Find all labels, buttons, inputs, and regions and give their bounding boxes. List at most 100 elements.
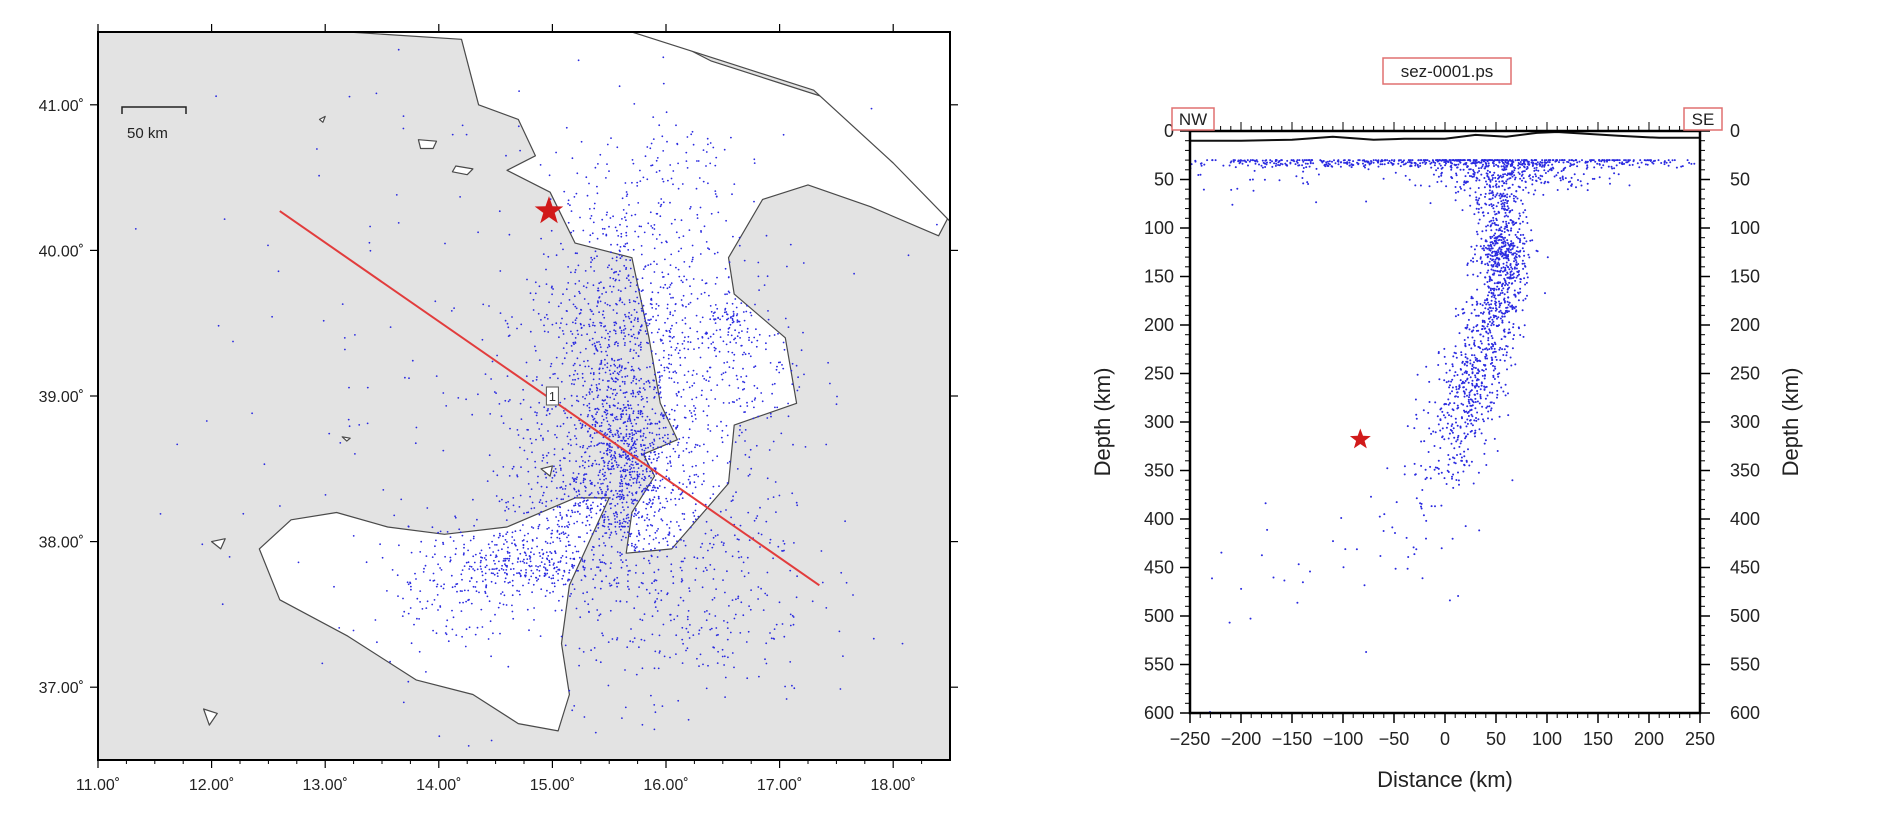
epicenter: [574, 252, 577, 255]
epicenter: [744, 411, 746, 413]
hypocenter: [1495, 228, 1498, 231]
epicenter: [455, 547, 457, 550]
epicenter: [643, 639, 646, 642]
hypocenter: [1261, 159, 1264, 162]
epicenter: [655, 319, 657, 322]
epicenter: [629, 340, 632, 343]
epicenter: [511, 610, 514, 613]
epicenter: [601, 218, 604, 221]
epicenter: [618, 254, 621, 256]
hypocenter: [1514, 167, 1517, 170]
epicenter: [604, 516, 606, 518]
epicenter: [559, 425, 562, 428]
epicenter: [714, 311, 716, 314]
epicenter: [619, 485, 621, 488]
epicenter: [647, 524, 649, 527]
epicenter: [667, 179, 669, 182]
epicenter: [577, 510, 579, 513]
hypocenter: [1502, 173, 1505, 176]
epicenter: [531, 547, 533, 550]
hypocenter: [1504, 161, 1507, 163]
epicenter: [637, 404, 640, 406]
hypocenter: [1506, 300, 1509, 303]
hypocenter: [1523, 170, 1526, 173]
epicenter: [663, 369, 666, 372]
epicenter: [590, 507, 592, 510]
epicenter: [617, 446, 619, 449]
epicenter: [586, 359, 589, 362]
hypocenter: [1501, 291, 1504, 294]
epicenter: [636, 181, 639, 184]
epicenter: [617, 235, 620, 237]
epicenter: [613, 370, 616, 373]
hypocenter: [1636, 162, 1639, 165]
hypocenter: [1484, 263, 1487, 266]
epicenter: [251, 412, 254, 415]
epicenter: [789, 569, 792, 572]
epicenter: [712, 536, 715, 539]
hypocenter: [1506, 255, 1508, 258]
epicenter: [644, 330, 647, 333]
hypocenter: [1500, 226, 1503, 229]
epicenter: [636, 595, 639, 598]
hypocenter: [1472, 170, 1475, 173]
epicenter: [505, 154, 507, 157]
epicenter: [458, 528, 461, 531]
epicenter: [532, 298, 535, 301]
epicenter: [666, 593, 668, 596]
hypocenter: [1598, 163, 1601, 166]
hypocenter: [1472, 169, 1475, 171]
epicenter: [709, 497, 712, 500]
epicenter: [477, 393, 479, 396]
epicenter: [743, 351, 745, 354]
epicenter: [529, 560, 532, 563]
x-tick-label: 13.00˚: [303, 777, 348, 794]
hypocenter: [1286, 159, 1289, 162]
epicenter: [651, 502, 654, 504]
epicenter: [600, 497, 603, 500]
epicenter: [609, 455, 612, 458]
epicenter: [551, 285, 553, 288]
epicenter: [699, 546, 702, 548]
epicenter: [617, 273, 620, 276]
epicenter: [628, 457, 630, 460]
epicenter: [821, 581, 824, 584]
epicenter: [655, 303, 658, 305]
hypocenter: [1501, 159, 1504, 162]
epicenter: [571, 565, 573, 568]
epicenter: [579, 501, 581, 504]
epicenter: [769, 538, 772, 541]
hypocenter: [1578, 160, 1581, 163]
epicenter: [732, 314, 735, 317]
epicenter: [587, 465, 590, 468]
epicenter: [766, 417, 769, 419]
epicenter: [496, 575, 499, 577]
hypocenter: [1490, 203, 1493, 206]
epicenter: [605, 291, 607, 294]
epicenter: [494, 613, 496, 616]
epicenter: [456, 590, 458, 593]
epicenter: [621, 197, 624, 200]
epicenter: [649, 147, 652, 150]
hypocenter: [1426, 159, 1429, 162]
hypocenter: [1517, 185, 1520, 188]
epicenter: [627, 315, 630, 318]
epicenter: [619, 270, 621, 272]
hypocenter: [1527, 253, 1530, 256]
epicenter: [529, 330, 532, 333]
hypocenter: [1505, 165, 1508, 168]
epicenter: [567, 526, 569, 529]
epicenter: [672, 170, 675, 172]
epicenter: [648, 319, 651, 321]
hypocenter: [1467, 171, 1470, 174]
hypocenter: [1524, 283, 1527, 286]
epicenter: [570, 345, 573, 347]
epicenter: [580, 326, 583, 329]
epicenter: [598, 544, 601, 547]
epicenter: [692, 143, 695, 146]
hypocenter: [1457, 190, 1460, 193]
hypocenter: [1464, 175, 1467, 178]
epicenter: [398, 544, 400, 547]
epicenter: [675, 546, 678, 548]
epicenter: [648, 562, 651, 565]
